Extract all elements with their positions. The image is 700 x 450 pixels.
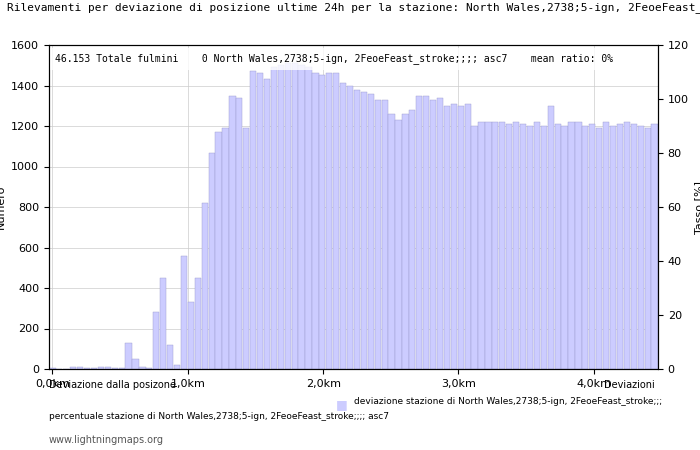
Bar <box>278 65 284 369</box>
Bar <box>160 278 167 369</box>
Bar <box>638 126 644 369</box>
Bar <box>243 128 249 369</box>
Bar <box>416 96 422 369</box>
Bar <box>547 106 554 369</box>
Bar <box>652 124 658 369</box>
Bar <box>465 104 471 369</box>
Bar <box>617 124 623 369</box>
Bar <box>368 94 374 369</box>
Bar <box>111 368 118 369</box>
Bar <box>485 122 491 369</box>
Bar <box>271 68 277 369</box>
Bar <box>568 122 575 369</box>
Bar <box>98 367 104 369</box>
Bar <box>167 345 173 369</box>
Bar <box>520 124 526 369</box>
Bar <box>596 128 602 369</box>
Bar <box>374 100 381 369</box>
Bar <box>236 98 242 369</box>
Bar <box>202 203 208 369</box>
Bar <box>534 122 540 369</box>
Bar <box>561 126 568 369</box>
Y-axis label: Numero: Numero <box>0 185 6 229</box>
Text: percentuale stazione di North Wales,2738;5-ign, 2FeoeFeast_stroke;;;; asc7: percentuale stazione di North Wales,2738… <box>49 412 389 421</box>
Bar <box>174 365 180 369</box>
Bar <box>430 100 436 369</box>
Bar <box>347 86 354 369</box>
Bar <box>423 96 429 369</box>
Bar <box>575 122 582 369</box>
Bar <box>146 368 153 369</box>
Bar <box>139 367 146 369</box>
Bar <box>84 368 90 369</box>
Bar <box>285 63 291 369</box>
Bar <box>250 72 256 369</box>
Bar <box>354 90 360 369</box>
Text: ■: ■ <box>336 398 348 411</box>
Text: 46.153 Totale fulmini    0 North Wales,2738;5-ign, 2FeoeFeast_stroke;;;; asc7   : 46.153 Totale fulmini 0 North Wales,2738… <box>55 53 613 64</box>
Bar <box>312 73 318 369</box>
Bar <box>319 76 326 369</box>
Bar <box>360 92 367 369</box>
Bar <box>478 122 484 369</box>
Bar <box>188 302 194 369</box>
Bar <box>292 63 298 369</box>
Bar <box>513 122 519 369</box>
Bar <box>77 367 83 369</box>
Bar <box>410 110 415 369</box>
Bar <box>216 132 222 369</box>
Text: www.lightningmaps.org: www.lightningmaps.org <box>49 435 164 445</box>
Text: Deviazioni: Deviazioni <box>603 380 654 390</box>
Bar <box>540 126 547 369</box>
Bar <box>554 124 561 369</box>
Bar <box>631 124 637 369</box>
Text: Deviazione dalla posizone: Deviazione dalla posizone <box>49 380 176 390</box>
Bar <box>70 367 76 369</box>
Bar <box>209 153 215 369</box>
Y-axis label: Tasso [%]: Tasso [%] <box>694 180 700 234</box>
Bar <box>132 359 139 369</box>
Bar <box>506 124 512 369</box>
Text: Rilevamenti per deviazione di posizione ultime 24h per la stazione: North Wales,: Rilevamenti per deviazione di posizione … <box>7 2 700 13</box>
Bar <box>195 278 201 369</box>
Bar <box>105 367 111 369</box>
Bar <box>444 106 450 369</box>
Bar <box>153 312 160 369</box>
Bar <box>603 122 609 369</box>
Bar <box>437 98 443 369</box>
Bar <box>589 124 596 369</box>
Bar <box>451 104 457 369</box>
Bar <box>181 256 187 369</box>
Bar <box>257 73 263 369</box>
Bar <box>472 126 477 369</box>
Bar <box>389 114 395 369</box>
Bar <box>499 122 505 369</box>
Bar <box>458 106 464 369</box>
Bar <box>340 84 346 369</box>
Bar <box>125 343 132 369</box>
Bar <box>223 128 229 369</box>
Bar <box>645 128 651 369</box>
Bar <box>582 126 589 369</box>
Bar <box>610 126 616 369</box>
Bar <box>527 126 533 369</box>
Bar <box>305 68 312 369</box>
Bar <box>298 65 304 369</box>
Text: deviazione stazione di North Wales,2738;5-ign, 2FeoeFeast_stroke;;;: deviazione stazione di North Wales,2738;… <box>354 397 662 406</box>
Bar <box>118 368 125 369</box>
Bar <box>230 96 235 369</box>
Bar <box>395 120 402 369</box>
Bar <box>624 122 630 369</box>
Bar <box>492 122 498 369</box>
Bar <box>326 73 332 369</box>
Bar <box>382 100 388 369</box>
Bar <box>333 73 340 369</box>
Bar <box>264 80 270 369</box>
Bar <box>402 114 409 369</box>
